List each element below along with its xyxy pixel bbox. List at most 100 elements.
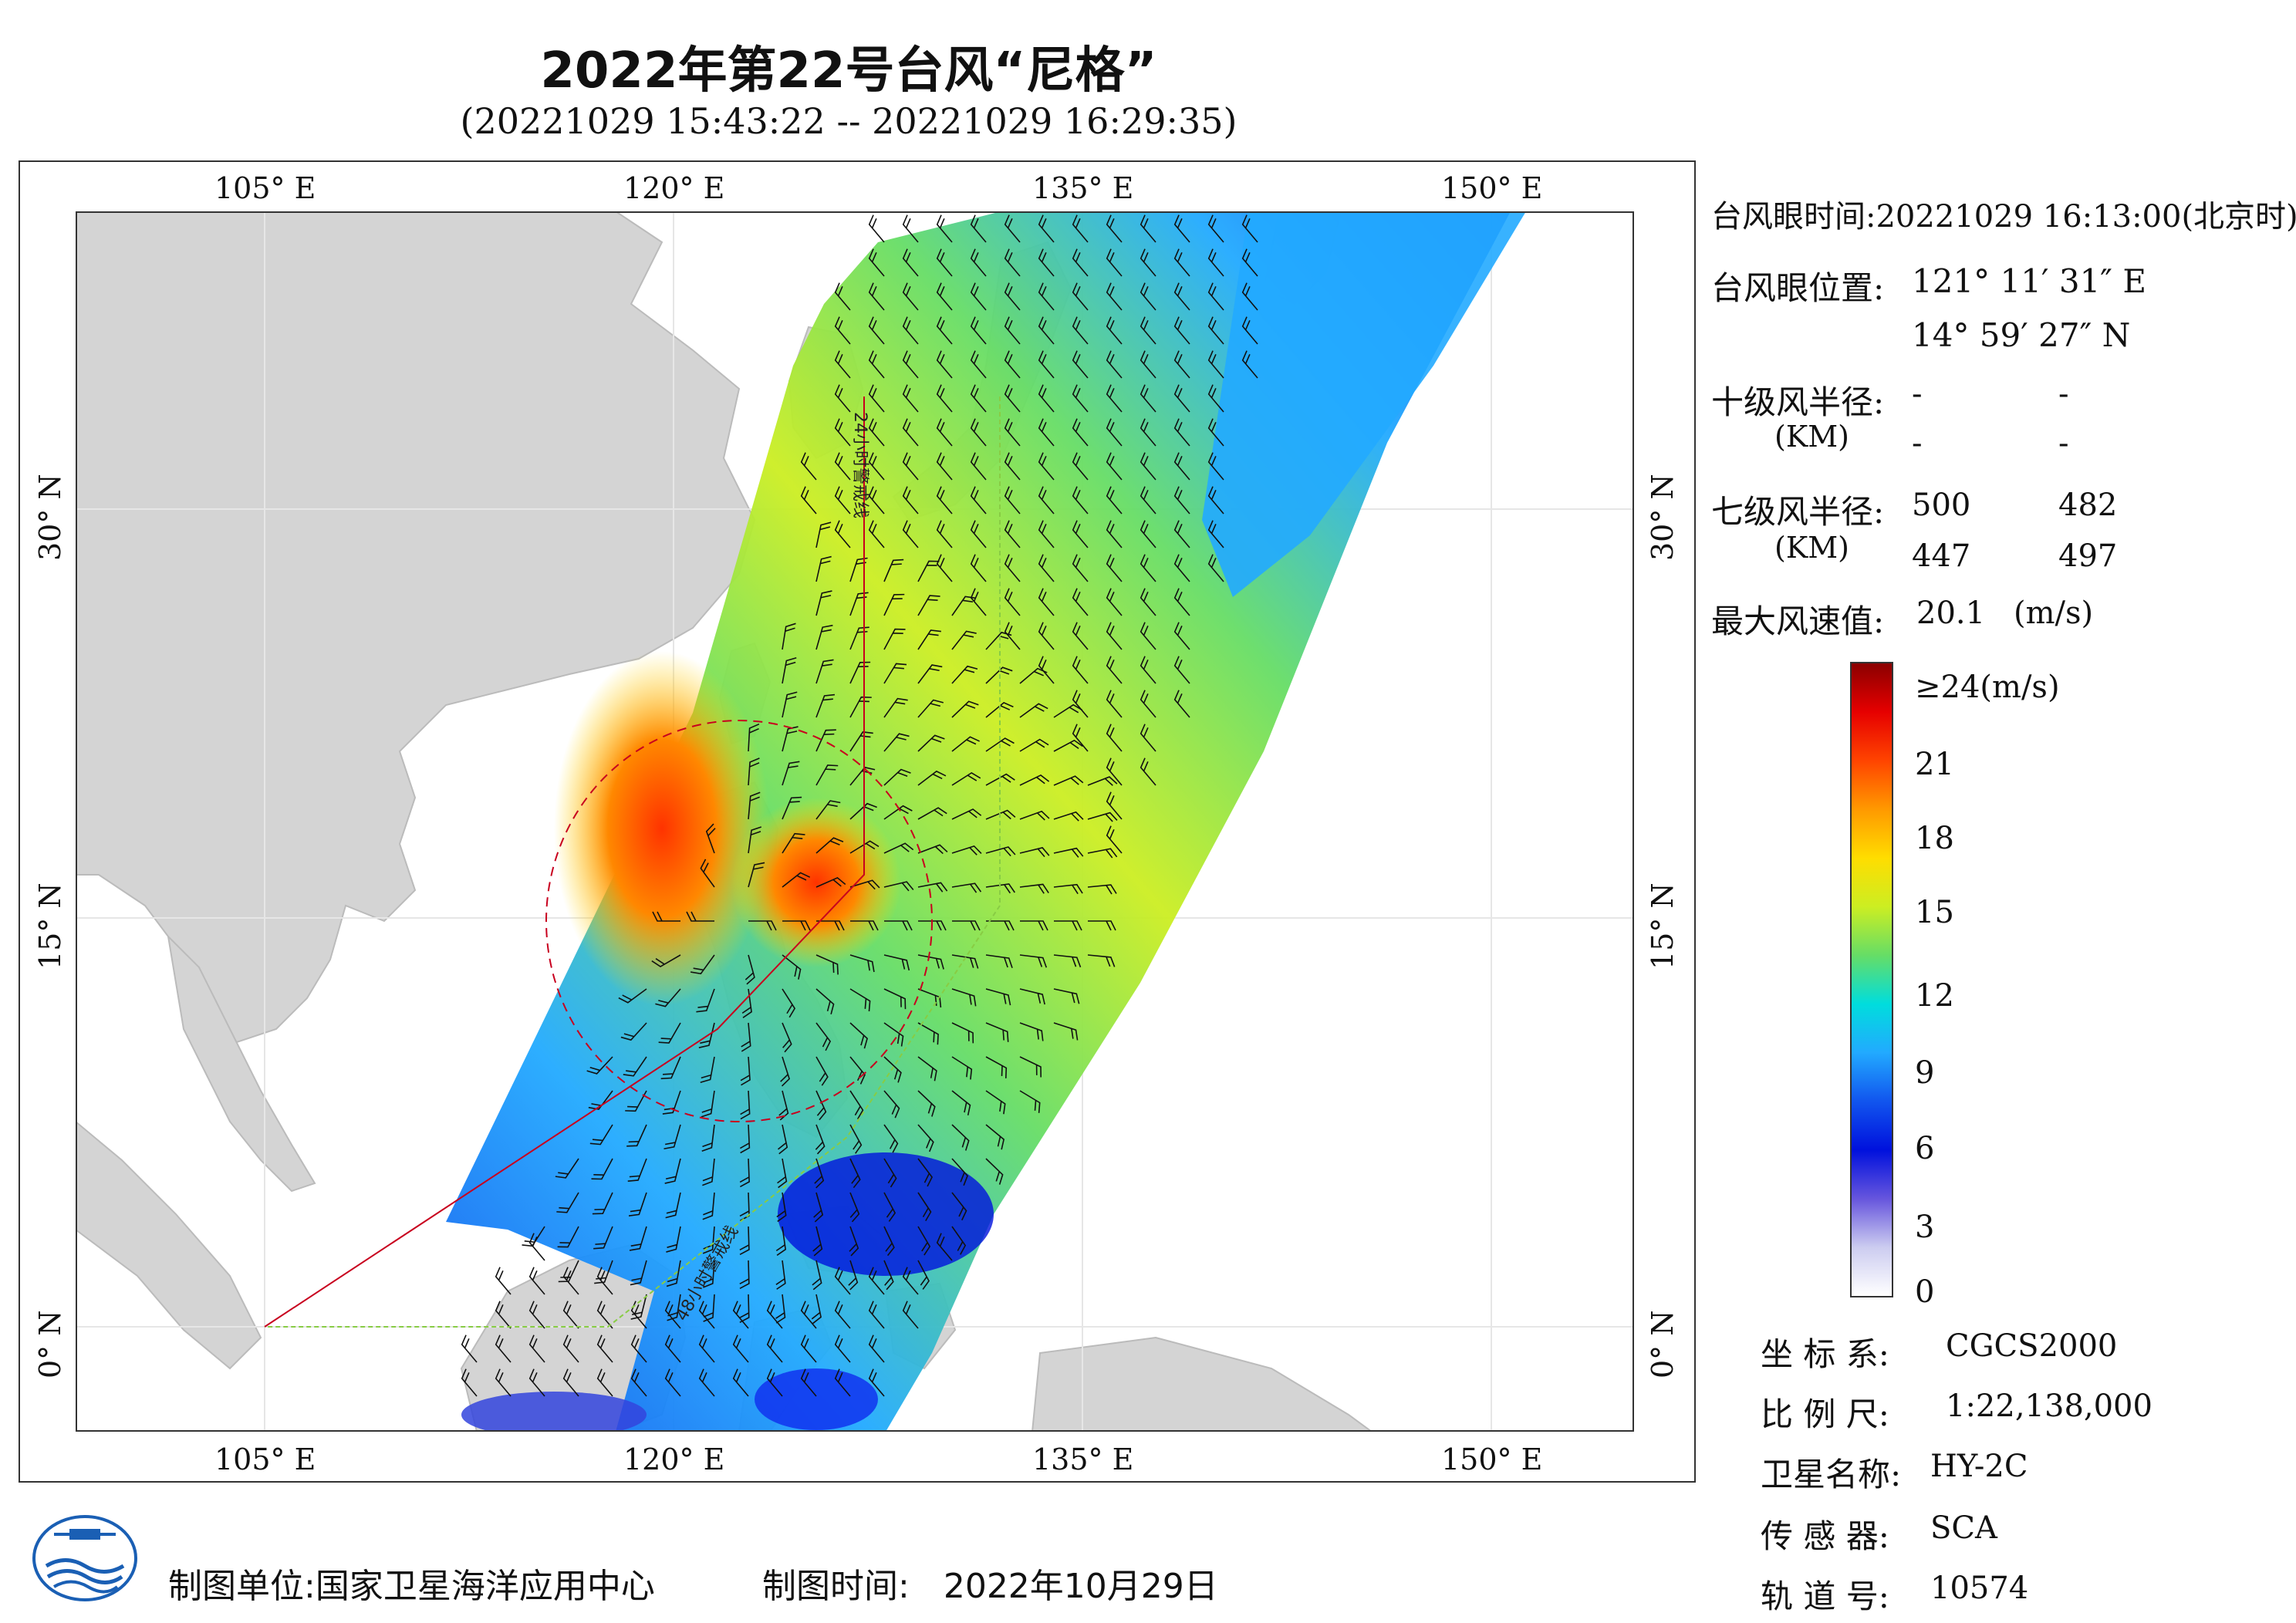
wind-barb xyxy=(690,954,715,975)
wind-barb xyxy=(1140,384,1156,413)
wind-barb xyxy=(868,1335,885,1363)
wind-barb xyxy=(917,1226,931,1256)
wind-barb xyxy=(902,282,919,311)
wind-barb xyxy=(951,1124,970,1151)
wind-barb xyxy=(1106,724,1123,752)
wind-barb xyxy=(985,988,1011,1006)
wind-barb xyxy=(917,844,948,855)
wind-barb xyxy=(1173,690,1190,718)
wind-barb xyxy=(985,1090,1006,1115)
wind-barb xyxy=(936,214,953,243)
wind-barb xyxy=(815,988,835,1014)
wind-barb xyxy=(1140,622,1156,650)
wind-barb xyxy=(868,282,885,311)
wind-barb xyxy=(1106,588,1123,616)
wind-barb xyxy=(1207,486,1224,515)
wind-barb xyxy=(815,954,839,975)
wind-barb xyxy=(815,590,832,616)
wind-barb xyxy=(748,758,760,786)
wind-barb xyxy=(834,282,851,311)
wind-barb xyxy=(739,1158,750,1188)
wind-barb xyxy=(1106,622,1123,650)
wind-barb xyxy=(1004,554,1021,582)
wind-barb xyxy=(883,1022,904,1047)
wind-barb xyxy=(868,418,885,447)
wind-barb xyxy=(834,418,851,447)
wind-barb xyxy=(985,666,1013,684)
wind-barb xyxy=(986,920,1015,931)
wind-barb xyxy=(951,1226,967,1255)
wind-barb xyxy=(936,418,953,447)
wind-barb xyxy=(620,1022,647,1041)
wind-barb xyxy=(748,791,761,820)
wind-barb xyxy=(1140,554,1156,582)
wind-barb xyxy=(902,452,919,481)
wind-barb xyxy=(562,1368,579,1397)
wind-barb xyxy=(775,1260,786,1290)
wind-barb xyxy=(951,1192,967,1221)
wind-barb xyxy=(868,1368,885,1397)
wind-barb xyxy=(702,1158,715,1186)
wind-barb xyxy=(782,691,798,718)
wind-barb xyxy=(782,954,802,980)
wind-barb xyxy=(918,920,947,931)
wind-barb xyxy=(936,248,953,277)
wind-barb xyxy=(664,1335,681,1363)
wind-barb xyxy=(951,771,981,786)
wind-field-map[interactable]: 24小时警戒线 48小时警戒线 xyxy=(76,211,1634,1432)
wind-barb xyxy=(868,452,885,481)
wind-barb xyxy=(780,1056,791,1087)
wind-barb xyxy=(1053,775,1084,786)
wind-barb xyxy=(936,350,953,379)
wind-barb xyxy=(985,883,1015,894)
wind-barb xyxy=(1173,554,1190,582)
wind-barb xyxy=(782,872,811,888)
wind-barb xyxy=(1038,486,1055,515)
wind-barb xyxy=(951,736,980,752)
wind-barb xyxy=(1140,758,1156,786)
wind-barb xyxy=(883,1090,900,1119)
wind-barb xyxy=(1207,384,1224,413)
wind-barb xyxy=(883,593,905,616)
wind-barb xyxy=(902,1267,919,1295)
wind-barb xyxy=(740,1056,751,1086)
wind-barb xyxy=(815,1056,829,1086)
date-row: 制图时间: 2022年10月29日 xyxy=(762,1558,1218,1608)
wind-barb xyxy=(883,697,908,718)
wind-barb xyxy=(1054,920,1082,931)
wind-barb xyxy=(1004,418,1021,447)
wind-barb xyxy=(562,1267,579,1295)
wind-barb xyxy=(834,1267,851,1295)
wind-barb xyxy=(1072,486,1089,515)
wind-barb xyxy=(1173,214,1190,243)
wind-barb xyxy=(1072,418,1089,447)
wind-barb xyxy=(782,726,799,752)
wind-barb xyxy=(883,628,906,650)
wind-barb xyxy=(782,761,800,786)
wind-barb xyxy=(1004,452,1021,481)
wind-barb xyxy=(782,1022,792,1053)
wind-barb xyxy=(1004,350,1021,379)
wind-barb xyxy=(883,881,914,892)
wind-barb xyxy=(1173,656,1190,684)
wind-barb xyxy=(1087,812,1118,822)
wind-barb xyxy=(936,316,953,345)
wind-barb xyxy=(951,596,976,616)
wind-barb xyxy=(1087,776,1118,786)
wind-barb xyxy=(1241,248,1258,277)
wind-barb xyxy=(748,920,777,931)
wind-barb xyxy=(698,1368,715,1397)
wind-barb xyxy=(883,733,910,752)
wind-barb xyxy=(800,1301,817,1329)
wind-barb xyxy=(1019,774,1050,786)
wind-barb xyxy=(834,486,851,515)
wind-barb xyxy=(1140,486,1156,515)
wind-barb xyxy=(883,1056,902,1083)
orbit-label: 轨 道 号: xyxy=(1761,1577,1889,1615)
wind-barb xyxy=(1004,622,1021,650)
wind-barb xyxy=(1140,350,1156,379)
wind-barb xyxy=(1004,384,1021,413)
eye-time-value: 20221029 16:13:00(北京时) xyxy=(1876,199,2296,235)
wind-barb xyxy=(1207,282,1224,311)
satellite-value: HY-2C xyxy=(1930,1449,2028,1484)
